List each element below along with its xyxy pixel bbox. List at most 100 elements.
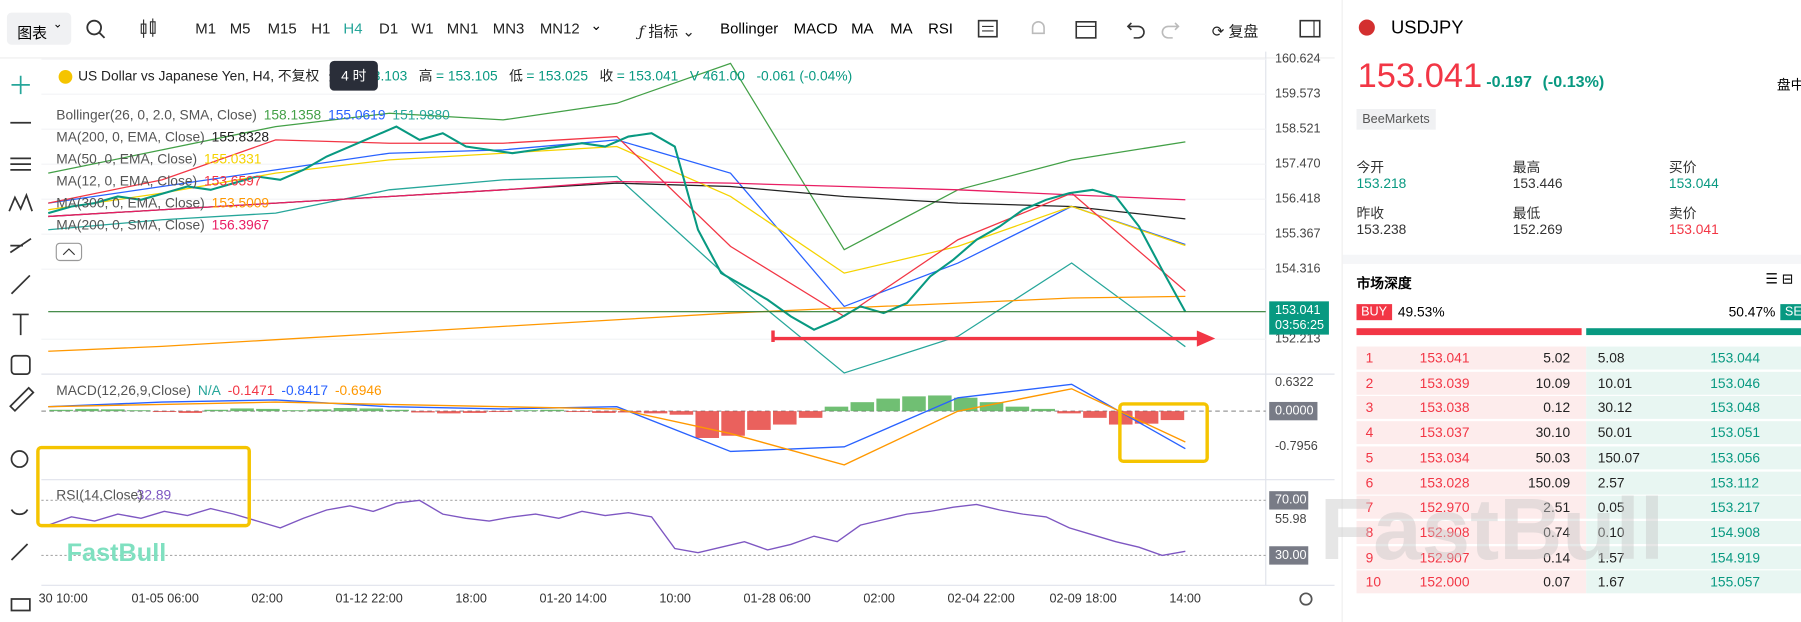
indicator-button[interactable]: Bollinger (720, 19, 779, 37)
indicator-name: MA(300, 0, EMA, Close) (56, 196, 204, 211)
indicator-value: 158.1358 (264, 108, 322, 123)
replay-button[interactable]: ⟳ 复盘 (1211, 22, 1259, 41)
bid-row-bg (1356, 446, 1587, 470)
macd-value: -0.6946 (335, 383, 382, 398)
layout-icon[interactable] (977, 18, 998, 39)
timeframe[interactable]: M1 (195, 19, 217, 37)
change: -0.061 (-0.04%) (756, 69, 852, 84)
zoom-tool[interactable] (10, 450, 29, 468)
timeframe[interactable]: M15 (267, 19, 297, 37)
indicator-button[interactable]: MA (851, 19, 874, 37)
watermark: FastBull (1319, 480, 1665, 579)
depth-cell: 10.09 (1535, 374, 1571, 391)
settings-icon[interactable] (1299, 592, 1313, 606)
macd-bar (1083, 411, 1107, 418)
y-tick-label: 159.573 (1275, 86, 1321, 100)
depth-cell: 8 (1365, 524, 1374, 541)
ask-row-bg (1586, 396, 1801, 420)
bid-row-bg (1356, 570, 1587, 594)
macd-bar (49, 409, 73, 412)
magnet-tool[interactable] (10, 509, 29, 516)
ruler-tool[interactable] (9, 386, 35, 413)
ask-row-bg (1586, 371, 1801, 395)
timeframe[interactable]: M5 (229, 19, 251, 37)
macd-bar (566, 411, 590, 413)
pattern-tool[interactable] (8, 192, 33, 212)
price-tag (1269, 301, 1329, 335)
indicators-menu-label: 指标 (648, 22, 679, 41)
timeframe[interactable]: W1 (411, 19, 434, 37)
chart: US Dollar vs Japanese Yen, H4, 不复权开= 153… (36, 51, 1335, 606)
crosshair-tool[interactable] (11, 75, 30, 95)
trash-tool[interactable] (10, 598, 31, 612)
sell-bar (1586, 328, 1801, 336)
depth-cell: 5 (1365, 449, 1374, 466)
emoji-tool[interactable] (10, 354, 31, 375)
collapse-button[interactable] (55, 242, 83, 262)
timeframe[interactable]: D1 (379, 19, 399, 37)
timeframe[interactable]: H1 (311, 19, 331, 37)
more: ⌄ (590, 17, 602, 34)
alert-icon[interactable] (1028, 18, 1049, 39)
macd-bar (204, 409, 228, 412)
rsi-tag (1269, 546, 1309, 565)
y-tick-label: 156.418 (1275, 192, 1321, 206)
ohlc-label: 低 (509, 69, 523, 84)
panel-toggle[interactable] (1299, 18, 1322, 39)
macd-bar (281, 410, 306, 412)
watermark: FastBull (67, 539, 167, 567)
bid-row-bg (1356, 346, 1587, 370)
redo-icon[interactable] (1160, 18, 1181, 39)
depth-cell: 150.07 (1597, 449, 1640, 466)
session: 盘中 (1776, 76, 1801, 93)
timeframe[interactable]: MN12 (539, 19, 580, 37)
symbol: USDJPY (1390, 18, 1464, 38)
highlight-box (36, 445, 251, 528)
macd-bar (411, 411, 435, 413)
brush-tool[interactable] (10, 274, 31, 295)
undo-icon[interactable] (1126, 18, 1147, 39)
macd-bar (359, 408, 384, 412)
calendar-icon[interactable] (1075, 18, 1098, 39)
macd-bar (953, 397, 978, 412)
text-tool[interactable] (12, 313, 29, 336)
rsi-value: 32.89 (137, 487, 171, 502)
indicators-menu[interactable]: ƒ 指标 ⌄ (638, 22, 695, 42)
depth-cell: 10 (1365, 574, 1382, 591)
depth-cell: 153.041 (1419, 350, 1470, 367)
macd-bar (126, 410, 151, 412)
macd-bar (669, 411, 694, 415)
lock-tool[interactable] (10, 543, 29, 561)
stat-value: 153.446 (1512, 175, 1563, 192)
stat-value: 153.238 (1356, 221, 1407, 238)
projection-tool[interactable] (9, 237, 32, 254)
macd-bar (540, 409, 564, 412)
timeframe[interactable]: H4 (343, 19, 363, 37)
search-icon[interactable] (85, 18, 106, 39)
indicator-value: 155.0619 (328, 108, 385, 123)
arrow-head (1196, 330, 1216, 347)
rsi-legend: RSI(14,Close) (56, 487, 142, 502)
indicator-button[interactable]: MACD (793, 19, 838, 37)
stat-value: 153.041 (1668, 221, 1719, 238)
menu-icon[interactable]: ☰ ⊟ (1765, 270, 1794, 287)
stat-label: 卖价 (1668, 205, 1697, 222)
depth-cell: 1.57 (1597, 549, 1625, 566)
candle-icon[interactable] (138, 18, 159, 39)
ohlc-value: = 153.025 (526, 69, 588, 84)
change: -0.197 (1486, 72, 1532, 91)
depth-cell: 153.051 (1710, 424, 1761, 441)
chevron: ⌄ (52, 18, 63, 31)
timeframe[interactable]: MN1 (446, 19, 479, 37)
fib-tool[interactable] (10, 157, 32, 171)
x-tick-label: 14:00 (1169, 591, 1201, 605)
annotations (36, 330, 1216, 528)
depth-cell: 30.10 (1535, 424, 1571, 441)
indicator-button[interactable]: RSI (928, 19, 953, 37)
chart-menu[interactable]: 图表 ⌄ (6, 12, 72, 45)
x-tick-label: 01-20 14:00 (539, 591, 606, 605)
indicator-button[interactable]: MA (890, 19, 913, 37)
timeframe[interactable]: MN3 (492, 19, 525, 37)
depth-cell: 2 (1365, 374, 1374, 391)
